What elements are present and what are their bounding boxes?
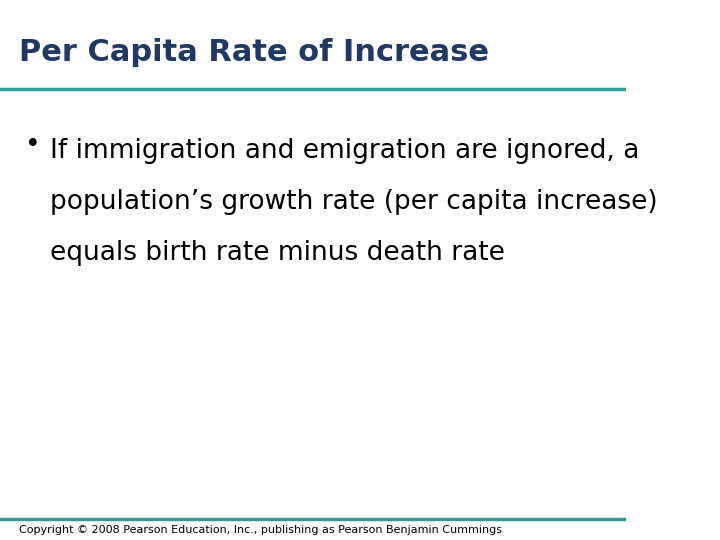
Text: Per Capita Rate of Increase: Per Capita Rate of Increase — [19, 38, 489, 67]
Text: equals birth rate minus death rate: equals birth rate minus death rate — [50, 240, 505, 266]
Text: Copyright © 2008 Pearson Education, Inc., publishing as Pearson Benjamin Cumming: Copyright © 2008 Pearson Education, Inc.… — [19, 525, 502, 535]
Text: population’s growth rate (per capita increase): population’s growth rate (per capita inc… — [50, 189, 657, 215]
Text: •: • — [25, 132, 40, 158]
Text: If immigration and emigration are ignored, a: If immigration and emigration are ignore… — [50, 138, 639, 164]
